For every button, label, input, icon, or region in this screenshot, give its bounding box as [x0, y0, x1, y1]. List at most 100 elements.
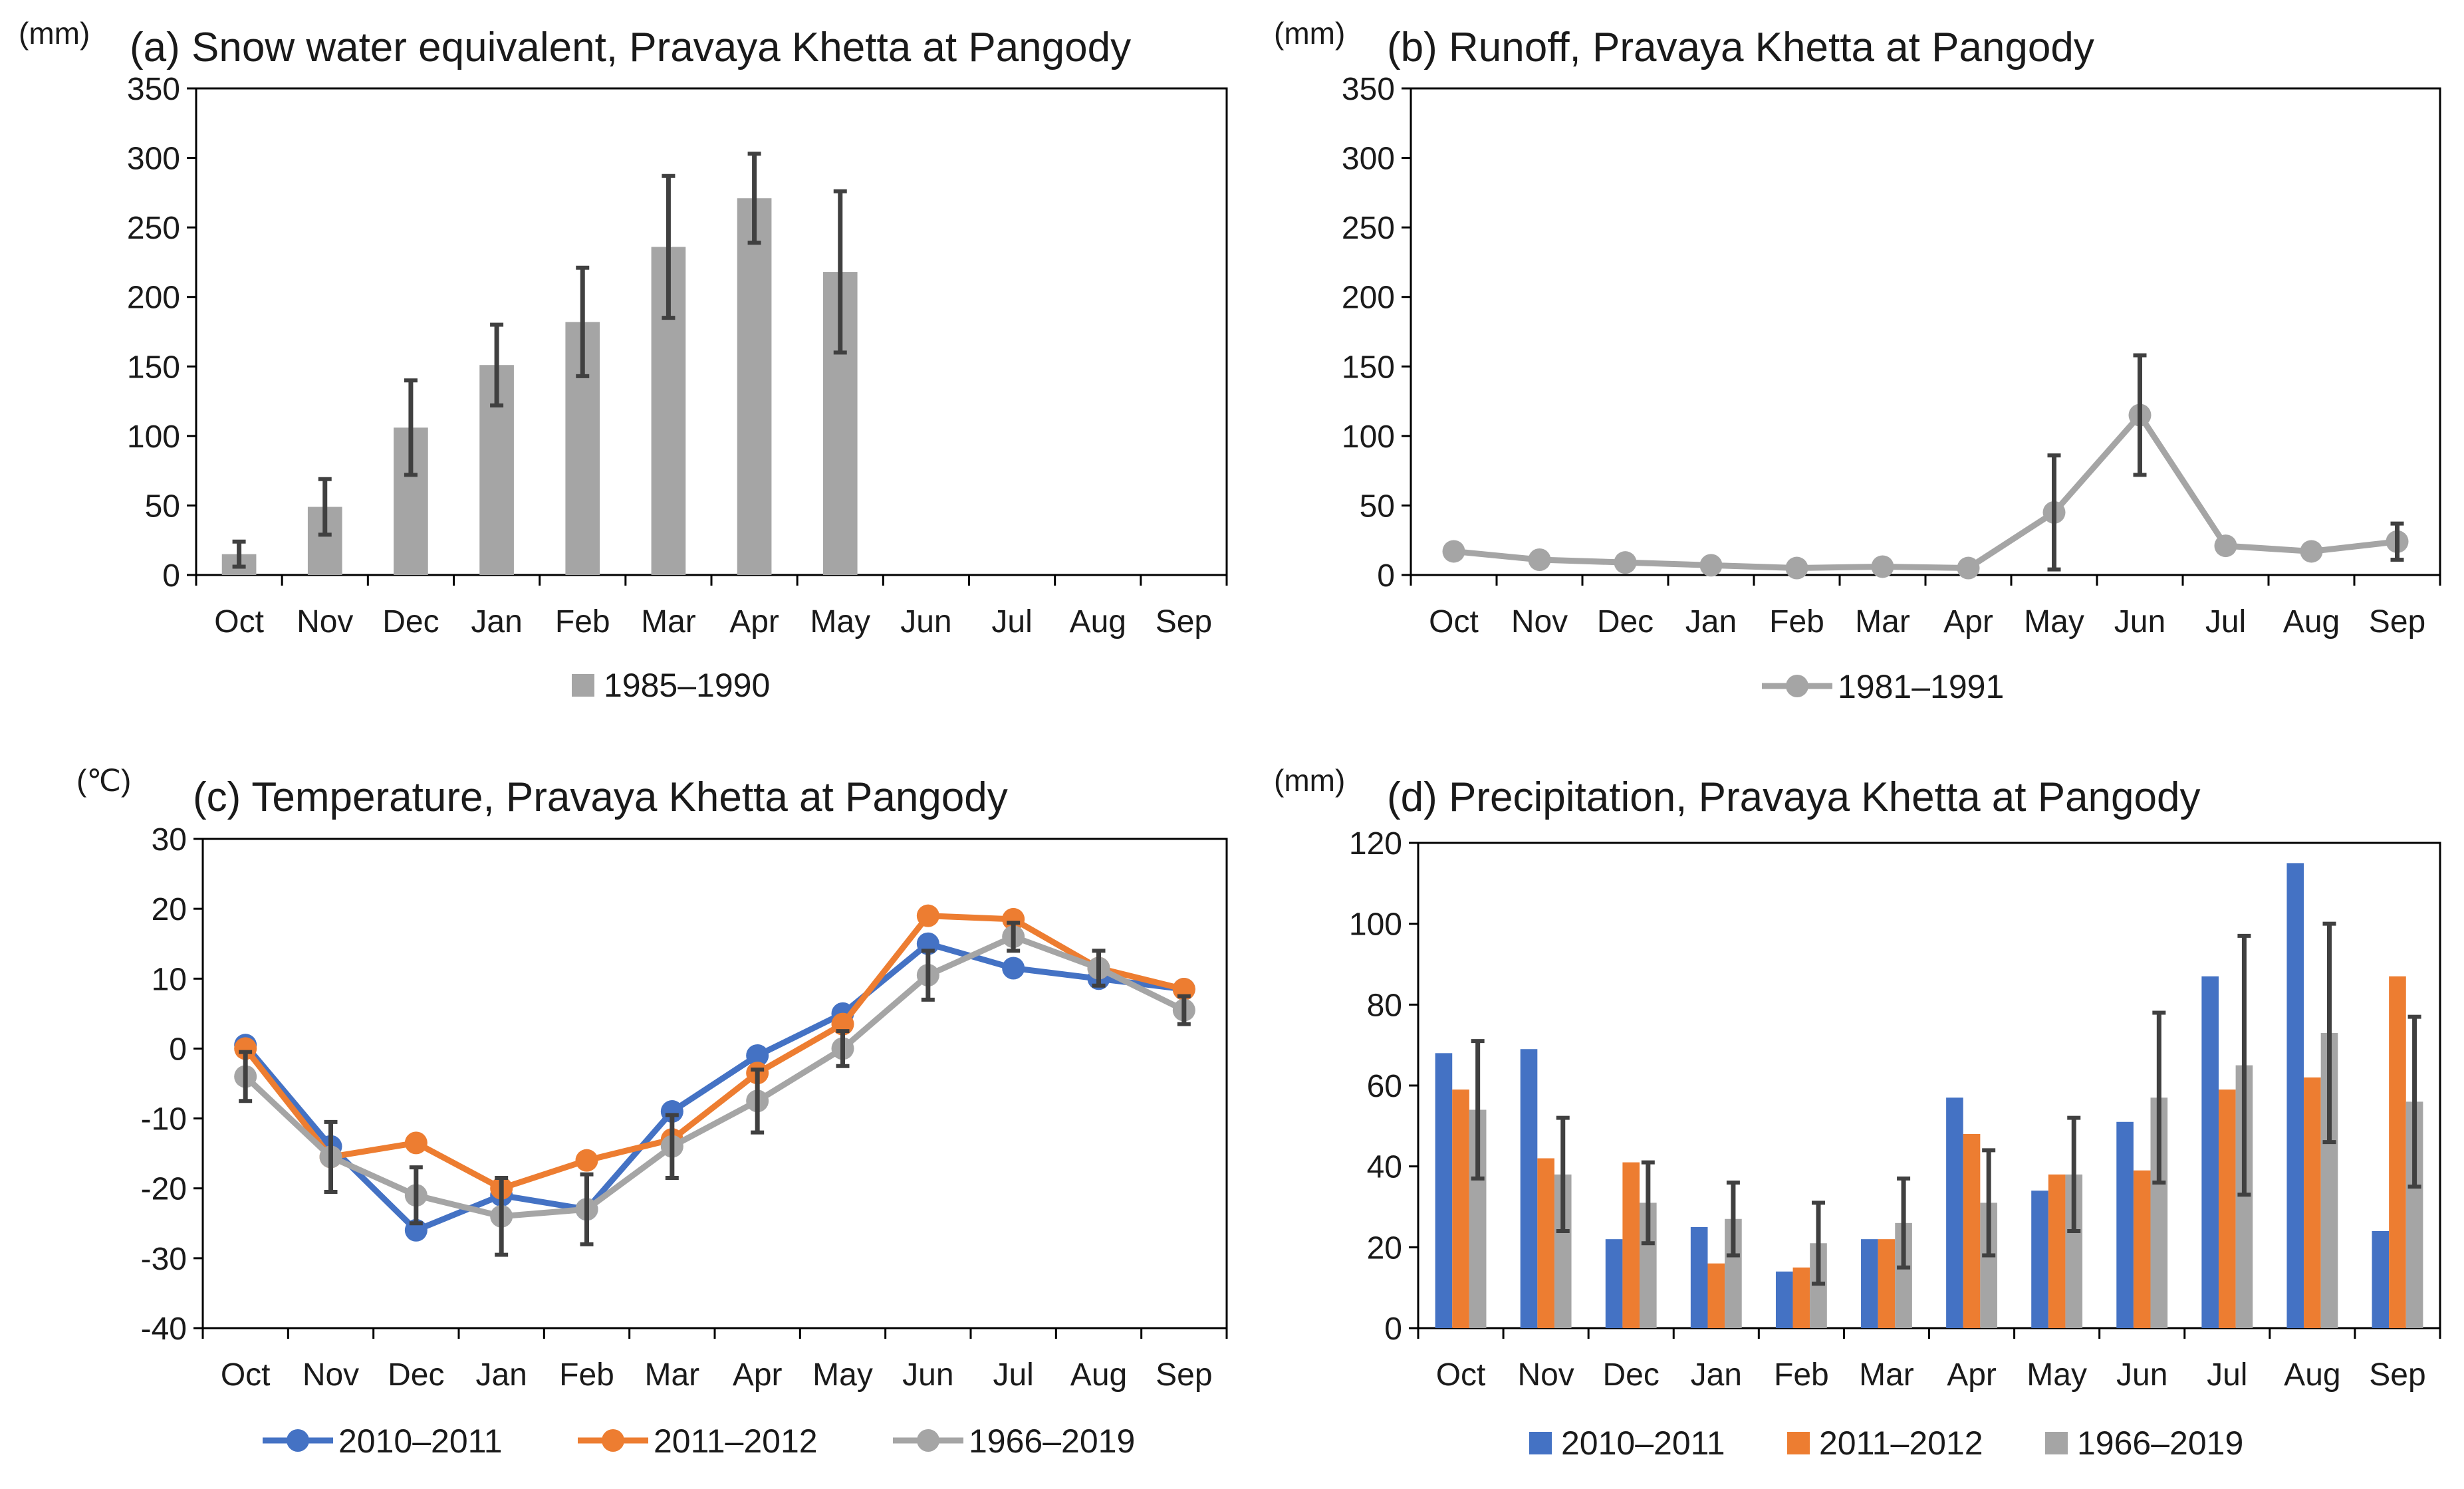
y-tick-label: 60: [1367, 1069, 1402, 1104]
bar-d-s0-Apr: [1946, 1097, 1963, 1328]
bar-d-s0-Sep: [2372, 1231, 2390, 1328]
x-tick-label: Oct: [214, 604, 264, 639]
point-c-s1-Oct: [234, 1037, 257, 1060]
point-c-s1-Jul: [1002, 907, 1025, 931]
plot-frame-a: [195, 87, 1228, 576]
point-c-s0-Jul: [1002, 957, 1025, 980]
bar-d-s0-Dec: [1605, 1239, 1623, 1328]
x-tick-label: Aug: [1070, 604, 1126, 639]
x-tick-label: Dec: [1603, 1357, 1660, 1393]
x-tick-label: May: [812, 1357, 873, 1393]
x-tick-label: May: [2027, 1357, 2087, 1393]
legend-marker-c-s0: [287, 1429, 309, 1452]
panel-d-title: (d) Precipitation, Pravaya Khetta at Pan…: [1387, 774, 2200, 820]
bar-d-s0-Jul: [2201, 976, 2219, 1328]
series-line-c-s2: [243, 933, 1185, 1220]
panel-c-title: (c) Temperature, Pravaya Khetta at Pango…: [193, 774, 1008, 820]
y-tick-label: -20: [141, 1172, 187, 1207]
y-tick-label: -10: [141, 1102, 187, 1137]
y-tick-label: 40: [1367, 1150, 1402, 1185]
y-tick-label: 0: [162, 558, 180, 594]
y-tick-label: 30: [152, 822, 187, 858]
point-c-s1-Jun: [916, 904, 939, 927]
y-tick-label: 250: [127, 211, 180, 246]
point-b-s0-Oct: [1442, 540, 1465, 563]
point-c-s0-Apr: [746, 1044, 769, 1067]
point-c-s1-Dec: [404, 1131, 428, 1155]
legend-marker-c-s2: [917, 1429, 939, 1452]
x-tick-label: Apr: [1947, 1357, 1997, 1393]
point-b-s0-Feb: [1785, 556, 1808, 580]
point-b-s0-Jul: [2214, 534, 2237, 558]
legend-marker-c-s1: [602, 1429, 624, 1452]
y-tick-label: 250: [1342, 211, 1395, 246]
x-tick-label: Jan: [1691, 1357, 1742, 1393]
x-tick-label: Jan: [1685, 604, 1737, 639]
point-b-s0-Nov: [1528, 548, 1551, 571]
y-tick-label: 300: [127, 142, 180, 177]
point-b-s0-Jan: [1699, 554, 1723, 577]
y-tick-label: 100: [1349, 907, 1402, 943]
x-tick-label: Dec: [388, 1357, 444, 1393]
x-tick-label: Jun: [900, 604, 951, 639]
x-tick-label: Sep: [1156, 1357, 1212, 1393]
series-line-c-s0: [243, 941, 1185, 1234]
panel-a-unit: (mm): [19, 16, 90, 51]
x-tick-label: Nov: [1511, 604, 1568, 639]
bar-d-s1-Dec: [1622, 1162, 1640, 1328]
x-tick-label: Feb: [1769, 604, 1824, 639]
bar-d-s1-Mar: [1878, 1239, 1896, 1328]
bar-d-s0-Oct: [1435, 1053, 1453, 1328]
y-tick-label: 100: [127, 419, 180, 455]
x-tick-label: Dec: [1597, 604, 1654, 639]
bar-d-s1-Jan: [1707, 1263, 1725, 1328]
y-tick-label: -40: [141, 1312, 187, 1347]
y-tick-label: 350: [127, 72, 180, 107]
y-tick-label: 300: [1342, 142, 1395, 177]
y-tick-label: 10: [152, 962, 187, 997]
x-tick-label: Jun: [2116, 1357, 2167, 1393]
legend-label-b-s0: 1981–1991: [1838, 668, 2004, 705]
bar-d-s1-Sep: [2389, 976, 2406, 1328]
panel-d-precipitation: (mm) (d) Precipitation, Pravaya Khetta a…: [1274, 763, 2441, 1462]
x-tick-label: Aug: [1070, 1357, 1127, 1393]
bar-d-s0-Nov: [1520, 1049, 1538, 1328]
x-tick-label: Feb: [1774, 1357, 1829, 1393]
x-tick-label: Sep: [2369, 604, 2425, 639]
panel-d-unit: (mm): [1274, 763, 1345, 798]
y-tick-label: 200: [1342, 281, 1395, 316]
x-tick-label: Mar: [1859, 1357, 1914, 1393]
legend-label-d-s2: 1966–2019: [2077, 1425, 2243, 1462]
y-tick-label: 350: [1342, 72, 1395, 107]
point-b-s0-Mar: [1871, 555, 1894, 578]
x-tick-label: Oct: [1429, 604, 1479, 639]
bar-d-s0-May: [2031, 1191, 2048, 1328]
legend-label-c-s0: 2010–2011: [338, 1423, 503, 1460]
point-b-s0-Aug: [2300, 540, 2323, 563]
x-tick-label: Oct: [1436, 1357, 1486, 1393]
x-tick-label: Jan: [471, 604, 522, 639]
legend-label-a-s0: 1985–1990: [604, 667, 770, 704]
x-tick-label: Aug: [2284, 1357, 2340, 1393]
bar-d-s0-Jun: [2116, 1121, 2134, 1328]
bar-d-s0-Aug: [2286, 863, 2304, 1328]
y-tick-label: 80: [1367, 988, 1402, 1023]
x-tick-label: Sep: [2369, 1357, 2425, 1393]
y-tick-label: 200: [127, 281, 180, 316]
x-tick-label: Feb: [559, 1357, 614, 1393]
x-tick-label: Mar: [1855, 604, 1910, 639]
x-tick-label: Jun: [902, 1357, 953, 1393]
x-tick-label: Apr: [729, 604, 779, 639]
panel-a-title: (a) Snow water equivalent, Pravaya Khett…: [130, 25, 1131, 70]
x-tick-label: May: [2024, 604, 2084, 639]
series-line-b-s0: [1453, 411, 2398, 572]
x-tick-label: Sep: [1156, 604, 1212, 639]
legend-label-c-s2: 1966–2019: [969, 1423, 1135, 1460]
x-tick-label: Mar: [641, 604, 696, 639]
bar-d-s1-Feb: [1792, 1267, 1810, 1328]
x-tick-label: Jul: [993, 1357, 1033, 1393]
y-tick-label: 20: [1367, 1230, 1402, 1266]
legend-label-d-s0: 2010–2011: [1561, 1425, 1725, 1462]
x-tick-label: Jul: [991, 604, 1032, 639]
x-tick-label: Dec: [382, 604, 439, 639]
